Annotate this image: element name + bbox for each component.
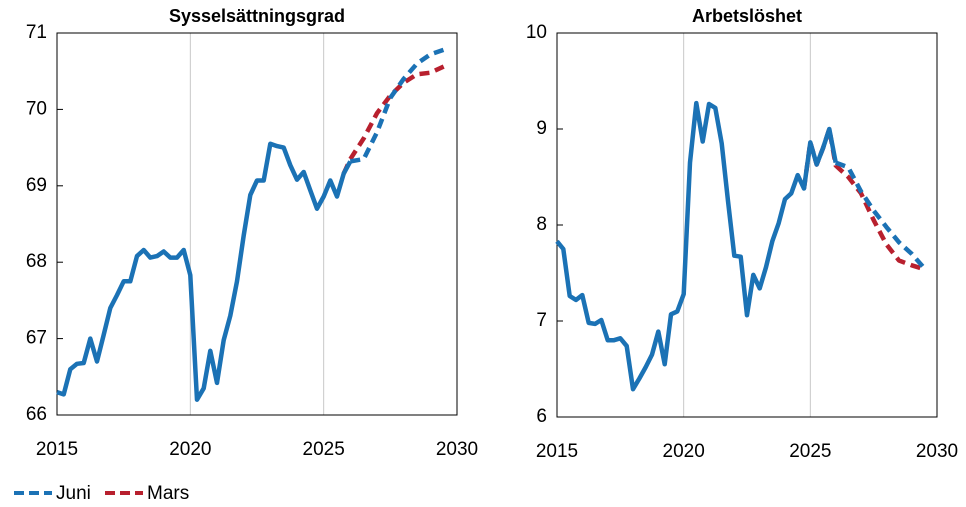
x-tick-label: 2020 [169, 439, 211, 460]
x-tick-label: 2030 [436, 439, 478, 460]
y-tick-label: 66 [26, 404, 47, 425]
y-tick-label: 71 [26, 22, 47, 43]
x-tick-label: 2025 [789, 441, 831, 462]
x-tick-label: 2015 [36, 439, 78, 460]
plot-frame [56, 32, 458, 416]
line [555, 100, 838, 392]
y-tick-label: 9 [536, 118, 547, 139]
chart-title: Arbetslöshet [692, 6, 802, 26]
y-tick-label: 69 [26, 175, 47, 196]
y-tick-label: 10 [526, 22, 547, 43]
x-tick-label: 2030 [916, 441, 958, 462]
x-tick-label: 2015 [536, 441, 578, 462]
line [56, 141, 353, 402]
chart-title: Sysselsättningsgrad [169, 6, 345, 26]
x-tick-label: 2025 [303, 439, 345, 460]
plot-frame [556, 32, 938, 418]
x-tick-label: 2020 [663, 441, 705, 462]
y-tick-label: 6 [536, 406, 547, 427]
y-tick-label: 68 [26, 251, 47, 272]
y-tick-label: 67 [26, 328, 47, 349]
legend-label: Juni [56, 483, 91, 504]
forecast-line [349, 47, 445, 164]
forecast-line [834, 160, 926, 270]
legend: Juni Mars [14, 483, 189, 504]
y-tick-label: 70 [26, 98, 47, 119]
legend-label: Mars [147, 483, 189, 504]
y-tick-label: 8 [536, 214, 547, 235]
forecast-line [341, 64, 445, 175]
y-tick-label: 7 [536, 310, 547, 331]
